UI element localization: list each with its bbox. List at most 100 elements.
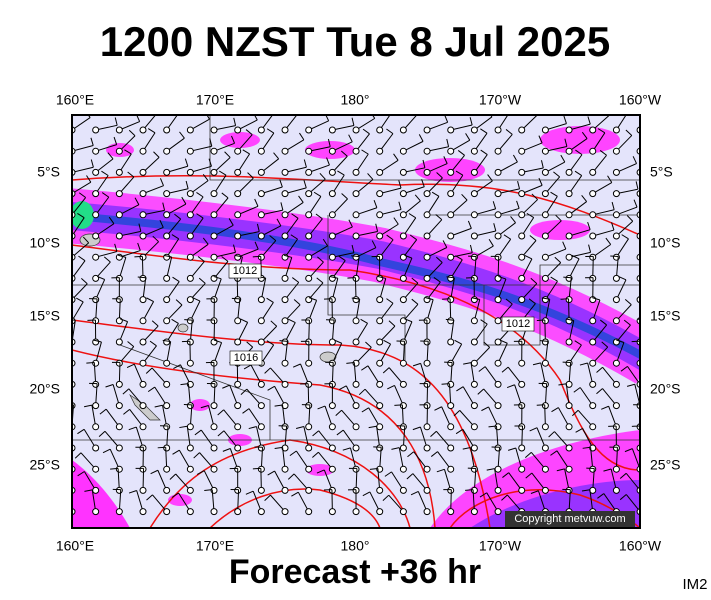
- barb-flag: [102, 448, 111, 454]
- barb-flag: [292, 277, 300, 283]
- barb-staff: [568, 362, 572, 385]
- barb-flag: [581, 489, 590, 492]
- barb-station: [494, 380, 502, 388]
- barb-station: [115, 296, 123, 304]
- barb-flag: [209, 138, 213, 147]
- barb-staff: [403, 186, 425, 195]
- barb-staff: [166, 341, 172, 364]
- barb-staff: [141, 256, 144, 279]
- barb-staff: [118, 153, 132, 173]
- lon-label-top: 160°W: [619, 92, 662, 108]
- barb-staff: [568, 175, 583, 194]
- barb-flag: [61, 384, 69, 386]
- barb-flag: [373, 200, 378, 208]
- barb-staff: [236, 277, 239, 300]
- barb-staff: [426, 383, 429, 406]
- barb-staff: [213, 174, 227, 194]
- barb-flag: [200, 405, 209, 409]
- barb-staff: [200, 429, 215, 449]
- barb-flag: [404, 254, 413, 259]
- barb-flag: [317, 256, 324, 263]
- barb-station: [518, 253, 526, 261]
- barb-staff: [577, 409, 594, 428]
- barb-station: [447, 211, 455, 219]
- barb-staff: [187, 383, 191, 406]
- barb-flag: [517, 180, 521, 189]
- barb-staff: [95, 261, 111, 279]
- wind-barbs: [61, 108, 661, 516]
- barb-station: [541, 402, 549, 410]
- barb-flag: [172, 449, 180, 455]
- barb-staff: [318, 451, 333, 470]
- barb-station: [399, 274, 407, 282]
- barb-station: [589, 338, 597, 346]
- barb-station: [257, 338, 265, 346]
- barb-station: [257, 126, 265, 134]
- barb-station: [423, 508, 431, 516]
- barb-station: [281, 465, 289, 473]
- barb-staff: [260, 277, 267, 300]
- barb-station: [257, 253, 265, 261]
- barb-station: [518, 444, 526, 452]
- barb-staff: [473, 256, 477, 279]
- barb-flag: [462, 447, 471, 450]
- barb-flag: [145, 367, 153, 374]
- barb-flag: [137, 242, 141, 251]
- barb-flag: [151, 108, 157, 113]
- barb-flag: [152, 235, 159, 243]
- barb-staff: [401, 404, 404, 427]
- barb-station: [281, 508, 289, 516]
- barb-staff: [260, 344, 275, 364]
- barb-station: [352, 211, 360, 219]
- barb-staff: [443, 469, 452, 491]
- barb-flag: [443, 156, 448, 164]
- barb-staff: [332, 155, 348, 173]
- barb-flag: [658, 137, 661, 145]
- barb-flag: [618, 276, 627, 281]
- barb-staff: [72, 166, 94, 173]
- barb-staff: [332, 198, 348, 216]
- barb-station: [210, 232, 218, 240]
- barb-staff: [403, 115, 418, 131]
- barb-staff: [450, 124, 473, 131]
- barb-staff: [402, 239, 418, 258]
- barb-flag: [274, 446, 283, 449]
- barb-station: [494, 253, 502, 261]
- barb-station: [470, 380, 478, 388]
- barb-staff: [403, 200, 421, 216]
- barb-flag: [327, 138, 331, 147]
- barb-flag: [231, 297, 240, 300]
- barb-flag: [541, 297, 550, 300]
- barb-station: [186, 508, 194, 516]
- barb-flag: [620, 365, 628, 372]
- barb-staff: [355, 256, 360, 279]
- barb-station: [565, 126, 573, 134]
- barb-station: [376, 359, 384, 367]
- barb-staff: [639, 129, 640, 130]
- barb-staff: [603, 493, 617, 512]
- lon-label-bottom: 160°W: [619, 538, 662, 554]
- barb-staff: [568, 320, 575, 343]
- barb-staff: [323, 469, 333, 491]
- barb-staff: [255, 426, 262, 449]
- barb-station: [447, 338, 455, 346]
- barb-flag: [97, 276, 105, 280]
- barb-flag: [478, 366, 486, 372]
- barb-station: [494, 508, 502, 516]
- barb-staff: [497, 115, 509, 131]
- barb-flag: [623, 319, 631, 326]
- barb-station: [139, 211, 147, 219]
- isobar-label: 1012: [233, 265, 257, 277]
- barb-station: [257, 444, 265, 452]
- barb-staff: [166, 281, 180, 300]
- barb-staff: [213, 342, 223, 364]
- barb-flag: [501, 494, 508, 501]
- barb-staff: [568, 298, 570, 321]
- barb-station: [565, 359, 573, 367]
- barb-staff: [260, 302, 274, 322]
- barb-flag: [338, 255, 346, 261]
- barb-staff: [213, 278, 222, 300]
- map-frame: [71, 114, 641, 529]
- barb-staff: [284, 166, 307, 173]
- barb-station: [328, 126, 336, 134]
